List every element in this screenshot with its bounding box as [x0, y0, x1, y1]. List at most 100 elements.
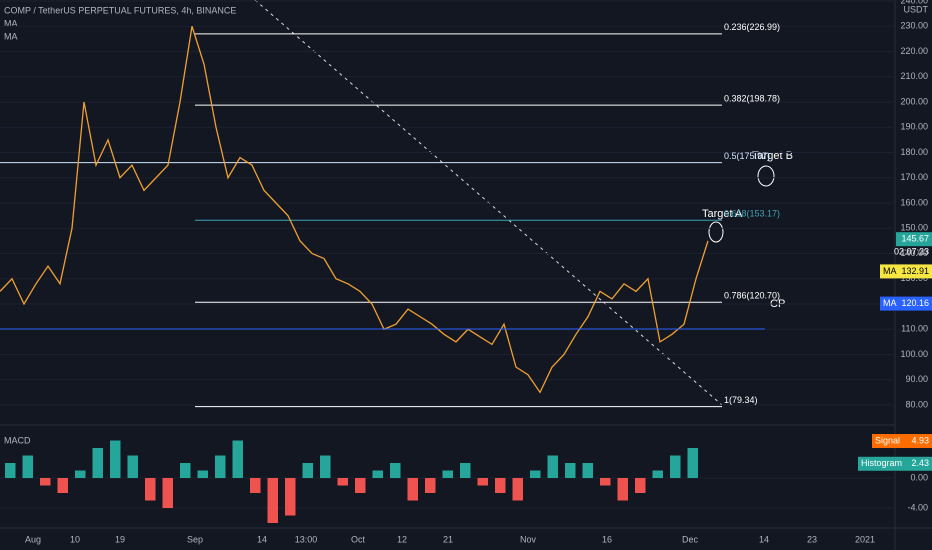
histogram-bar: [390, 463, 401, 478]
histogram-bar: [40, 478, 51, 486]
x-tick-label: 16: [602, 534, 612, 544]
x-tick-label: 10: [70, 534, 80, 544]
y-tick-label: 230.00: [900, 21, 928, 31]
histogram-bar: [670, 455, 681, 478]
histogram-bar: [600, 478, 611, 486]
y-tick-label: 110.00: [901, 324, 928, 334]
histogram-name: Histogram: [861, 458, 902, 468]
fib-label: 1(79.34): [724, 395, 758, 405]
indicator-label: MA: [4, 18, 18, 28]
ma-value: 132.91: [901, 266, 929, 276]
histogram-bar: [127, 455, 138, 478]
target-circle: [708, 221, 724, 243]
histogram-value: 2.43: [911, 458, 929, 468]
indicator-label: MA: [4, 31, 18, 41]
histogram-bar: [57, 478, 68, 493]
histogram-bar: [215, 455, 226, 478]
symbol-title: COMP / TetherUS PERPETUAL FUTURES, 4h, B…: [4, 5, 236, 15]
y-tick-label: 200.00: [900, 96, 928, 106]
histogram-bar: [5, 463, 16, 478]
x-tick-label: 23: [807, 534, 817, 544]
last-price: 145.67: [901, 234, 929, 244]
macd-title: MACD: [4, 435, 31, 445]
histogram-badge-bg: [858, 456, 932, 471]
x-tick-label: 14: [759, 534, 769, 544]
x-tick-label: 21: [443, 534, 453, 544]
fib-label: 0.618(153.17): [724, 209, 780, 219]
price-line: [0, 26, 709, 394]
histogram-bar: [460, 463, 471, 478]
histogram-bar: [232, 440, 243, 478]
histogram-bar: [337, 478, 348, 486]
x-tick-label: Nov: [520, 534, 537, 544]
fib-label: 0.5(175.97): [724, 151, 770, 161]
histogram-bar: [145, 478, 156, 501]
histogram-bar: [320, 455, 331, 478]
y-tick-label: 160.00: [900, 197, 928, 207]
y-tick-label: 190.00: [900, 122, 928, 132]
histogram-bar: [92, 448, 103, 478]
fib-label: 0.382(198.78): [724, 93, 780, 103]
x-tick-label: Aug: [25, 534, 41, 544]
x-tick-label: 19: [115, 534, 125, 544]
x-tick-label: Sep: [187, 534, 203, 544]
histogram-bar: [530, 470, 541, 478]
y-tick-label: 220.00: [900, 46, 928, 56]
y-tick-label: 90.00: [905, 374, 928, 384]
histogram-bar: [267, 478, 278, 523]
ma-tag: MA: [883, 266, 897, 276]
histogram-bar: [635, 478, 646, 493]
histogram-bar: [547, 455, 558, 478]
x-tick-label: 13:00: [295, 534, 318, 544]
histogram-bar: [285, 478, 296, 516]
currency-label: USDT: [904, 4, 929, 14]
histogram-bar: [582, 463, 593, 478]
y-tick-label: 80.00: [905, 399, 928, 409]
target-circle: [757, 165, 775, 187]
histogram-bar: [565, 463, 576, 478]
histogram-bar: [22, 455, 33, 478]
histogram-bar: [617, 478, 628, 501]
countdown: 02:07:23: [894, 247, 929, 257]
histogram-bar: [180, 463, 191, 478]
last-price-bg: [896, 232, 932, 247]
fib-label: 0.786(120.70): [724, 291, 780, 301]
y-tick-label: 150.00: [900, 223, 928, 233]
y-tick-label: 210.00: [900, 71, 928, 81]
ma-badge-bg: [880, 296, 932, 311]
signal-name: Signal: [875, 435, 900, 445]
signal-value: 4.93: [911, 435, 929, 445]
histogram-bar: [512, 478, 523, 501]
histogram-bar: [162, 478, 173, 508]
ma-value: 120.16: [901, 298, 929, 308]
histogram-bar: [197, 470, 208, 478]
histogram-bar: [425, 478, 436, 493]
fib-label: 0.236(226.99): [724, 22, 780, 32]
y-tick-label: 240.00: [900, 0, 928, 5]
macd-tick-label: -4.00: [907, 502, 928, 512]
histogram-bar: [477, 478, 488, 486]
x-tick-label: Oct: [351, 534, 366, 544]
histogram-bar: [495, 478, 506, 493]
histogram-bar: [250, 478, 261, 493]
histogram-bar: [302, 463, 313, 478]
histogram-bar: [687, 448, 698, 478]
x-tick-label: 12: [397, 534, 407, 544]
histogram-bar: [110, 440, 121, 478]
signal-badge-bg: [872, 434, 932, 449]
macd-tick-label: 0.00: [910, 472, 928, 482]
histogram-bar: [652, 470, 663, 478]
ma-tag: MA: [883, 298, 897, 308]
annotation: Target A: [702, 208, 743, 220]
y-tick-label: 170.00: [900, 172, 928, 182]
histogram-bar: [407, 478, 418, 501]
x-tick-label: 2021: [855, 534, 875, 544]
x-tick-label: 14: [257, 534, 267, 544]
x-tick-label: Dec: [682, 534, 699, 544]
histogram-bar: [75, 470, 86, 478]
y-tick-label: 140.00: [900, 248, 928, 258]
ma-badge-bg: [880, 264, 932, 279]
y-tick-label: 180.00: [900, 147, 928, 157]
